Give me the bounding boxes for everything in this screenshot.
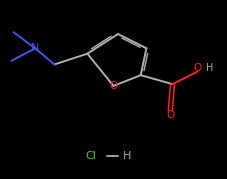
Text: O: O (166, 110, 174, 120)
Text: H: H (206, 63, 213, 73)
Text: O: O (193, 63, 202, 73)
Text: H: H (123, 151, 131, 161)
Text: Cl: Cl (85, 151, 96, 161)
Text: N: N (31, 43, 39, 53)
Text: O: O (109, 81, 118, 91)
